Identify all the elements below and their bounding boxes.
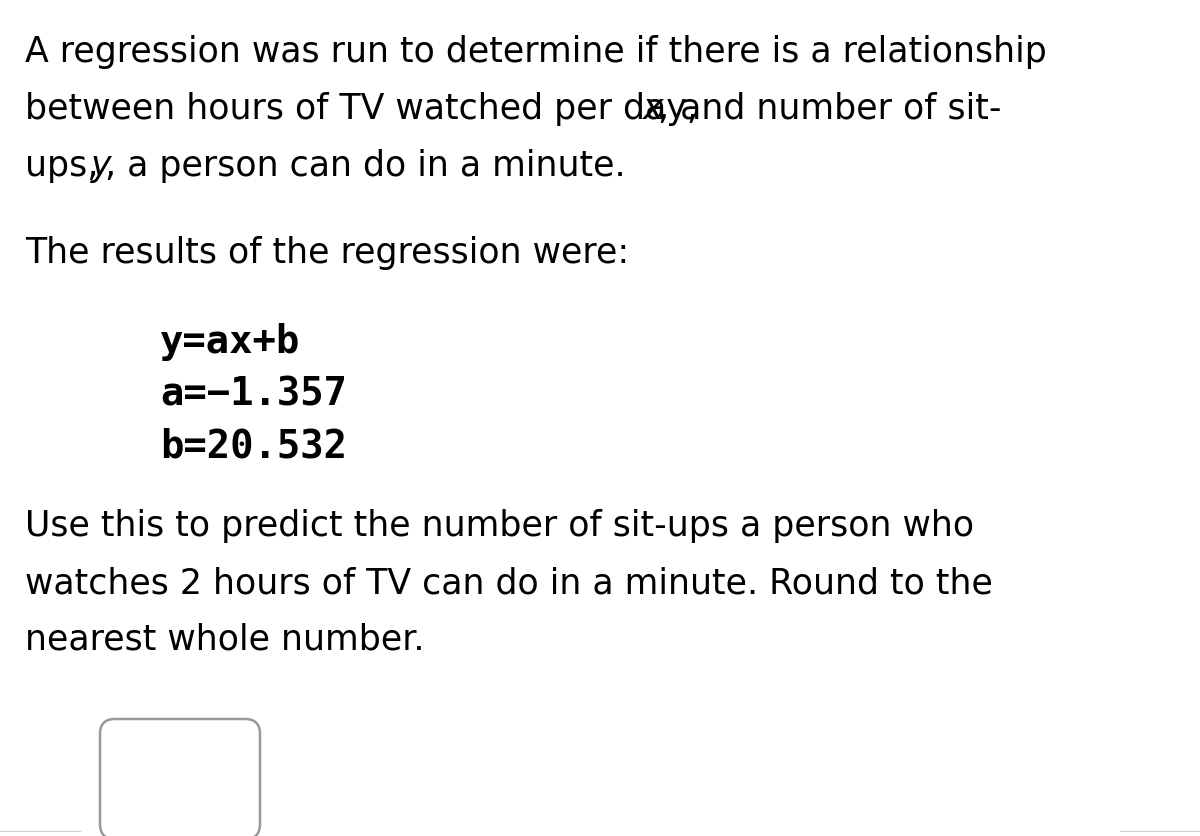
- Text: a=−1.357: a=−1.357: [160, 375, 347, 412]
- Text: A regression was run to determine if there is a relationship: A regression was run to determine if the…: [25, 35, 1046, 69]
- Text: , a person can do in a minute.: , a person can do in a minute.: [106, 149, 625, 183]
- Text: The results of the regression were:: The results of the regression were:: [25, 236, 629, 270]
- Text: ups,: ups,: [25, 149, 106, 183]
- Text: , and number of sit-: , and number of sit-: [658, 92, 1002, 126]
- FancyBboxPatch shape: [100, 719, 260, 836]
- Text: nearest whole number.: nearest whole number.: [25, 622, 425, 656]
- Text: watches 2 hours of TV can do in a minute. Round to the: watches 2 hours of TV can do in a minute…: [25, 565, 992, 599]
- Text: y: y: [91, 149, 112, 183]
- Text: x: x: [643, 92, 664, 126]
- Text: b=20.532: b=20.532: [160, 426, 347, 465]
- Text: between hours of TV watched per day,: between hours of TV watched per day,: [25, 92, 706, 126]
- Text: y=ax+b: y=ax+b: [160, 323, 300, 360]
- Text: Use this to predict the number of sit-ups a person who: Use this to predict the number of sit-up…: [25, 508, 974, 543]
